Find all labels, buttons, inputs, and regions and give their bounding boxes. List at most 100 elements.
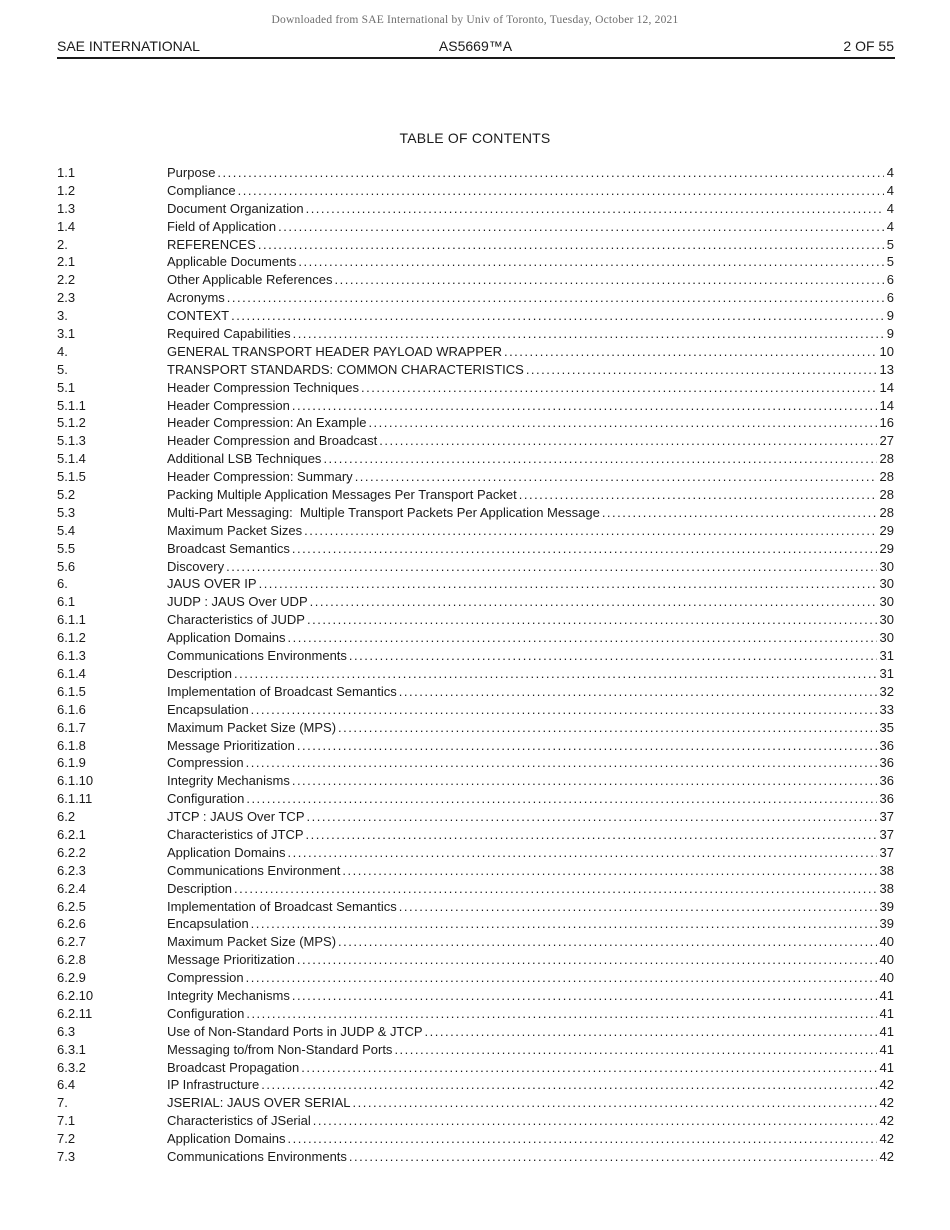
toc-entry-page: 32 — [879, 683, 894, 699]
toc-entry-page: 41 — [879, 1041, 894, 1057]
toc-entry-page: 42 — [879, 1148, 894, 1164]
toc-entry-title: Configuration — [167, 1005, 245, 1021]
dot-leader — [425, 1023, 877, 1041]
toc-entry-page: 40 — [879, 970, 894, 986]
toc-row: 5.1.5 Header Compression: Summary 28 — [57, 468, 894, 486]
toc-row: 5.1 Header Compression Techniques 14 — [57, 379, 894, 397]
toc-row: 5.5 Broadcast Semantics 29 — [57, 540, 894, 558]
toc-entry-page: 37 — [879, 809, 894, 825]
toc-row: 6.2.5 Implementation of Broadcast Semant… — [57, 898, 894, 916]
dot-leader — [304, 522, 876, 540]
toc-entry-title: Acronyms — [167, 290, 225, 306]
dot-leader — [313, 1112, 877, 1130]
toc-entry-title: Characteristics of JTCP — [167, 826, 304, 842]
toc-row: 1.4 Field of Application 4 — [57, 218, 894, 236]
toc-row: 5.3 Multi-Part Messaging: Multiple Trans… — [57, 504, 894, 522]
toc-entry-page: 14 — [879, 397, 894, 413]
dot-leader — [379, 432, 876, 450]
toc-entry-page: 37 — [879, 844, 894, 860]
toc-entry-page: 42 — [879, 1113, 894, 1129]
dot-leader — [298, 253, 883, 271]
dot-leader — [288, 1130, 877, 1148]
toc-entry-title: Characteristics of JUDP — [167, 612, 305, 628]
toc-entry-title: Configuration — [167, 791, 245, 807]
toc-entry-page: 6 — [886, 272, 894, 288]
toc-entry-page: 6 — [886, 290, 894, 306]
toc-entry-title: Header Compression — [167, 397, 290, 413]
dot-leader — [258, 236, 884, 254]
page-header: SAE INTERNATIONAL AS5669™A 2 OF 55 — [57, 38, 894, 54]
dot-leader — [292, 540, 877, 558]
toc-row: 5.4 Maximum Packet Sizes 29 — [57, 522, 894, 540]
toc-entry-number: 7. — [57, 1095, 68, 1111]
toc-row: 4. GENERAL TRANSPORT HEADER PAYLOAD WRAP… — [57, 343, 894, 361]
dot-leader — [306, 200, 884, 218]
toc-entry-page: 36 — [879, 773, 894, 789]
toc-entry-page: 30 — [879, 612, 894, 628]
dot-leader — [246, 969, 877, 987]
toc-entry-number: 3. — [57, 308, 68, 324]
toc-entry-page: 31 — [879, 665, 894, 681]
toc-entry-number: 6.2.5 — [57, 898, 86, 914]
toc-row: 6.3.2 Broadcast Propagation 41 — [57, 1059, 894, 1077]
toc-entry-page: 39 — [879, 916, 894, 932]
toc-row: 6.2.6 Encapsulation 39 — [57, 915, 894, 933]
dot-leader — [292, 987, 877, 1005]
dot-leader — [353, 1094, 877, 1112]
toc-entry-number: 6.1.7 — [57, 719, 86, 735]
toc-entry-page: 28 — [879, 451, 894, 467]
header-publisher: SAE INTERNATIONAL — [57, 38, 200, 54]
toc-entry-page: 31 — [879, 648, 894, 664]
toc-entry-page: 42 — [879, 1095, 894, 1111]
toc-row: 2. REFERENCES 5 — [57, 236, 894, 254]
toc-entry-title: Implementation of Broadcast Semantics — [167, 683, 397, 699]
dot-leader — [292, 772, 877, 790]
toc-entry-page: 36 — [879, 791, 894, 807]
dot-leader — [323, 450, 876, 468]
toc-entry-title: REFERENCES — [167, 236, 256, 252]
download-watermark: Downloaded from SAE International by Uni… — [271, 14, 679, 26]
toc-entry-page: 5 — [886, 236, 894, 252]
toc-entry-page: 13 — [879, 361, 894, 377]
toc-row: 6.1.10 Integrity Mechanisms 36 — [57, 772, 894, 790]
toc-entry-title: Description — [167, 665, 233, 681]
toc-entry-number: 3.1 — [57, 326, 76, 342]
toc-entry-number: 5.1.2 — [57, 415, 86, 431]
toc-row: 6.2.1 Characteristics of JTCP 37 — [57, 826, 894, 844]
toc-entry-title: JAUS OVER IP — [167, 576, 257, 592]
toc-entry-title: JUDP : JAUS Over UDP — [167, 594, 308, 610]
toc-entry-number: 6.3 — [57, 1023, 76, 1039]
toc-row: 6.2.10 Integrity Mechanisms 41 — [57, 987, 894, 1005]
dot-leader — [310, 593, 877, 611]
toc-entry-page: 28 — [879, 469, 894, 485]
toc-entry-title: Encapsulation — [167, 701, 249, 717]
toc-row: 5.1.3 Header Compression and Broadcast 2… — [57, 432, 894, 450]
toc-row: 5.1.1 Header Compression 14 — [57, 397, 894, 415]
dot-leader — [307, 611, 877, 629]
toc-entry-number: 6.1.9 — [57, 755, 86, 771]
toc-entry-number: 1.3 — [57, 200, 76, 216]
header-doc-number: AS5669™A — [438, 38, 513, 54]
toc-entry-title: GENERAL TRANSPORT HEADER PAYLOAD WRAPPER — [167, 343, 502, 359]
toc-entry-number: 1.4 — [57, 218, 76, 234]
dot-leader — [602, 504, 877, 522]
toc-entry-number: 6.2.3 — [57, 862, 86, 878]
toc-entry-number: 5.4 — [57, 522, 76, 538]
toc-entry-title: Messaging to/from Non-Standard Ports — [167, 1041, 393, 1057]
toc-entry-number: 6.1.2 — [57, 630, 86, 646]
toc-row: 1.2 Compliance 4 — [57, 182, 894, 200]
dot-leader — [338, 719, 876, 737]
dot-leader — [301, 1059, 876, 1077]
toc-entry-title: Compliance — [167, 182, 236, 198]
dot-leader — [306, 826, 877, 844]
toc-entry-number: 6.4 — [57, 1077, 76, 1093]
toc-entry-number: 5. — [57, 361, 68, 377]
toc-entry-title: Multi-Part Messaging: Multiple Transport… — [167, 504, 600, 520]
toc-entry-number: 6.2 — [57, 809, 76, 825]
toc-entry-number: 2.1 — [57, 254, 76, 270]
toc-entry-number: 6.1.6 — [57, 701, 86, 717]
toc-entry-number: 5.2 — [57, 487, 76, 503]
toc-entry-number: 6.1.8 — [57, 737, 86, 753]
toc-entry-title: Characteristics of JSerial — [167, 1113, 311, 1129]
